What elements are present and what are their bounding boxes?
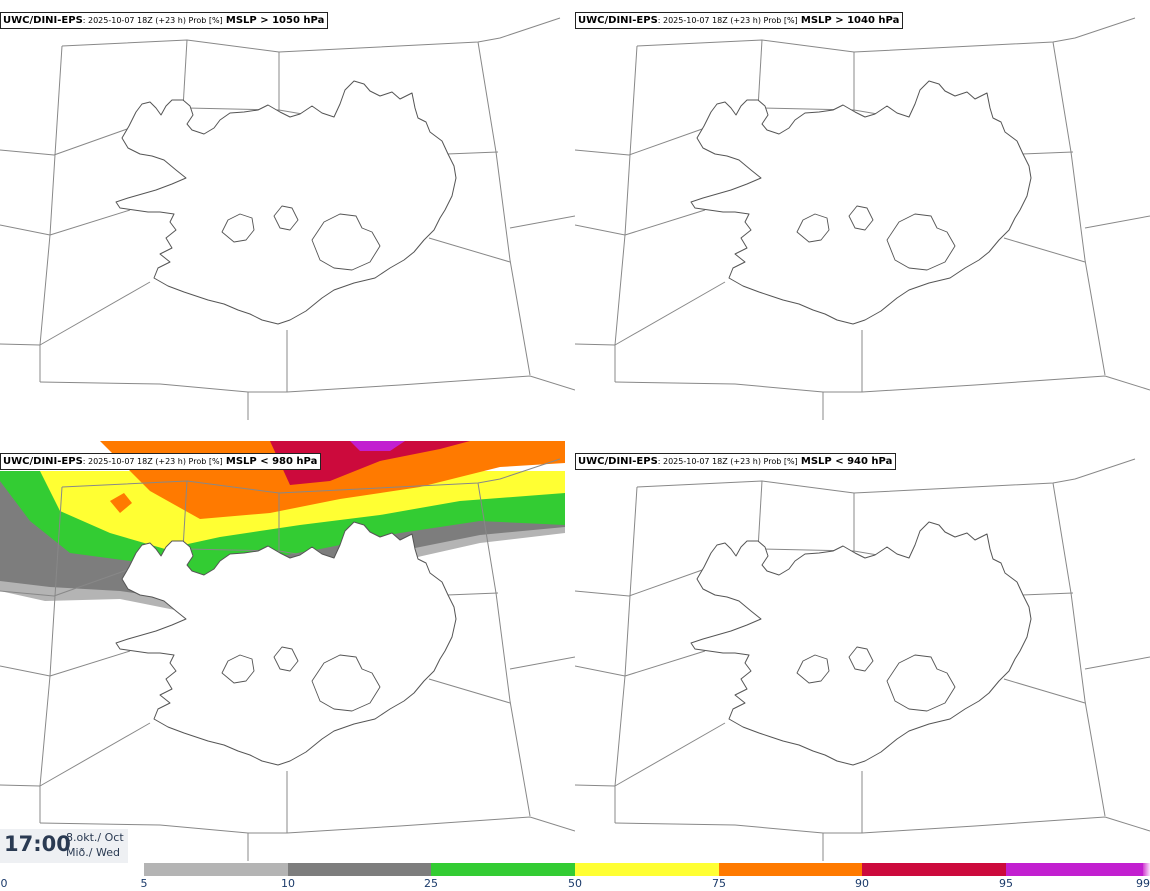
grid-line: [61, 17, 561, 53]
grid-line: [1021, 592, 1074, 596]
probability-colorbar: [144, 863, 1150, 876]
panel-title: UWC/DINI-EPS: 2025-10-07 18Z (+23 h) Pro…: [575, 453, 897, 470]
map-canvas: [0, 441, 575, 861]
grid-line: [624, 209, 706, 236]
glacier-outline: [848, 646, 874, 672]
colorbar-tick-label: 50: [568, 877, 582, 890]
grid-line: [509, 656, 575, 670]
glacier-outline: [311, 213, 381, 271]
glacier-outline: [311, 654, 381, 712]
grid-line: [636, 17, 1136, 53]
colorbar-segment: [1006, 863, 1143, 876]
colorbar-segment: [288, 863, 431, 876]
grid-line: [446, 151, 499, 155]
grid-line: [39, 375, 575, 393]
grid-line: [1052, 41, 1106, 376]
map-canvas: [575, 17, 1150, 420]
map-canvas: [0, 17, 575, 420]
colorbar-tick-label: 25: [424, 877, 438, 890]
map-panel-mslp-lt-980: UWC/DINI-EPS: 2025-10-07 18Z (+23 h) Pro…: [0, 441, 575, 881]
glacier-outline: [221, 654, 255, 684]
grid-line: [39, 45, 63, 382]
grid-line: [636, 458, 1136, 494]
iceland-coastline: [115, 521, 457, 766]
grid-line: [49, 650, 131, 677]
map-panel-mslp-gt-1040: UWC/DINI-EPS: 2025-10-07 18Z (+23 h) Pro…: [575, 0, 1150, 440]
colorbar-segment: [144, 863, 288, 876]
grid-line: [1003, 678, 1086, 704]
grid-line: [428, 678, 511, 704]
grid-line: [575, 665, 626, 677]
grid-line: [614, 486, 638, 823]
glacier-outline: [848, 205, 874, 231]
glacier-outline: [886, 213, 956, 271]
glacier-outline: [796, 213, 830, 243]
grid-line: [0, 665, 51, 677]
grid-line: [1084, 656, 1150, 670]
colorbar-segment: [862, 863, 1006, 876]
colorbar-segment: [1143, 863, 1150, 876]
grid-line: [614, 375, 1150, 393]
colorbar-tick-label: 75: [712, 877, 726, 890]
glacier-outline: [796, 654, 830, 684]
grid-line: [0, 722, 151, 787]
grid-line: [428, 237, 511, 263]
grid-line: [757, 480, 763, 550]
colorbar-tick-label: 95: [999, 877, 1013, 890]
colorbar-tick-label: 5: [140, 877, 148, 890]
colorbar-tick-label: 10: [281, 877, 295, 890]
grid-line: [0, 224, 51, 236]
colorbar-segment: [719, 863, 862, 876]
iceland-coastline: [690, 80, 1032, 325]
panel-title: UWC/DINI-EPS: 2025-10-07 18Z (+23 h) Pro…: [0, 453, 322, 470]
glacier-outline: [886, 654, 956, 712]
glacier-outline: [273, 646, 299, 672]
glacier-outline: [273, 205, 299, 231]
grid-line: [49, 209, 131, 236]
grid-line: [446, 592, 499, 596]
grid-line: [1084, 215, 1150, 229]
grid-line: [614, 816, 1150, 834]
grid-line: [477, 482, 531, 817]
grid-line: [575, 722, 726, 787]
glacier-outline: [221, 213, 255, 243]
map-canvas: [575, 458, 1150, 861]
colorbar-tick-label: 90: [855, 877, 869, 890]
grid-line: [575, 224, 626, 236]
colorbar-segment: [431, 863, 575, 876]
panel-title: UWC/DINI-EPS: 2025-10-07 18Z (+23 h) Pro…: [0, 12, 329, 29]
panel-title: UWC/DINI-EPS: 2025-10-07 18Z (+23 h) Pro…: [575, 12, 904, 29]
grid-line: [614, 45, 638, 382]
map-panel-mslp-lt-940: UWC/DINI-EPS: 2025-10-07 18Z (+23 h) Pro…: [575, 441, 1150, 881]
grid-line: [61, 458, 561, 494]
valid-day: Mið./ Wed: [66, 846, 120, 859]
colorbar-tick-label: 0: [0, 877, 8, 890]
grid-line: [182, 39, 188, 109]
grid-line: [757, 39, 763, 109]
probability-area: [270, 441, 470, 485]
grid-line: [575, 281, 726, 346]
valid-time: 17:00: [4, 832, 71, 856]
grid-line: [0, 281, 151, 346]
colorbar-tick-label: 99: [1136, 877, 1150, 890]
grid-line: [1021, 151, 1074, 155]
grid-line: [1052, 482, 1106, 817]
valid-date: 8.okt./ Oct: [66, 831, 124, 844]
grid-line: [477, 41, 531, 376]
grid-line: [509, 215, 575, 229]
valid-time-box: 17:00 8.okt./ Oct Mið./ Wed: [0, 829, 128, 863]
map-panel-mslp-gt-1050: UWC/DINI-EPS: 2025-10-07 18Z (+23 h) Pro…: [0, 0, 575, 440]
grid-line: [182, 480, 188, 550]
grid-line: [624, 650, 706, 677]
iceland-coastline: [690, 521, 1032, 766]
iceland-coastline: [115, 80, 457, 325]
probability-area: [110, 493, 132, 513]
grid-line: [1003, 237, 1086, 263]
probability-area: [350, 441, 405, 451]
colorbar-segment: [575, 863, 719, 876]
